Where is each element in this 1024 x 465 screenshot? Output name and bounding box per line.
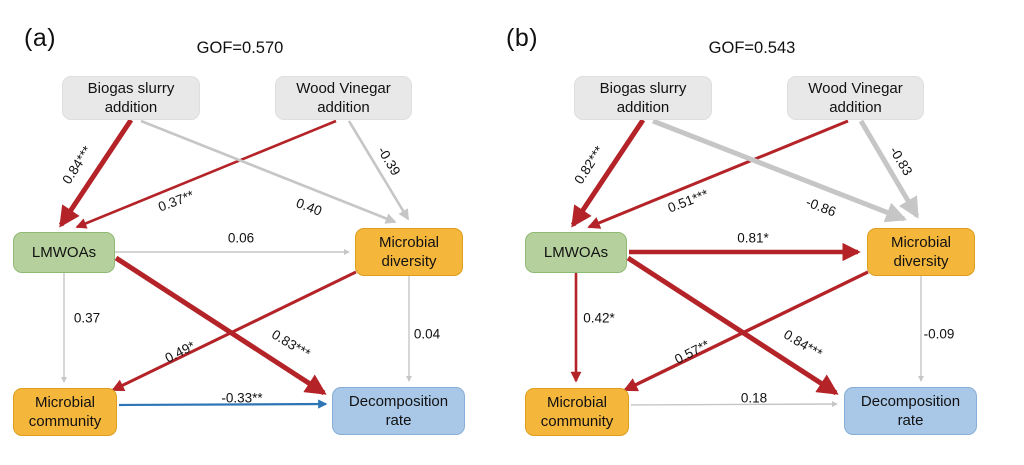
panel-a-gof-value: GOF=0.570 xyxy=(196,39,284,57)
arrow-wood-vinegar-to-diversity xyxy=(347,120,410,221)
panel-b-letter: (b) xyxy=(506,24,539,52)
arrow-biogas-to-diversity xyxy=(140,119,397,224)
arrow-community-to-decomposition xyxy=(630,401,838,407)
node-lmwoas: LMWOAs xyxy=(13,232,115,273)
panel-b-gof-value: GOF=0.543 xyxy=(708,39,796,57)
arrow-community-to-decomposition xyxy=(118,399,328,409)
arrow-biogas-to-lmwoas xyxy=(570,118,646,228)
edge-coefficient-community-to-decomposition: 0.18 xyxy=(740,390,768,406)
panel-a: (a) GOF=0.570 xyxy=(0,0,500,465)
edge-coefficient-lmwoas-to-diversity: 0.81* xyxy=(737,230,769,246)
arrow-lmwoas-to-decomposition xyxy=(114,255,327,396)
panel-b: (b) GOF=0.543 Biogas slurry addition xyxy=(506,0,1012,465)
edge-coefficient-diversity-to-decomposition: 0.04 xyxy=(413,326,441,342)
node-decomposition-rate: Decomposition rate xyxy=(332,387,465,435)
arrow-biogas-to-lmwoas xyxy=(58,118,134,228)
node-microbial-community: Microbial community xyxy=(13,388,117,436)
node-biogas-slurry-addition: Biogas slurry addition xyxy=(574,76,712,120)
node-microbial-diversity: Microbial diversity xyxy=(355,228,463,276)
node-wood-vinegar-addition: Wood Vinegar addition xyxy=(787,76,924,120)
edge-coefficient-lmwoas-to-diversity: 0.06 xyxy=(227,230,255,246)
panel-a-letter: (a) xyxy=(24,24,57,52)
arrow-diversity-to-community xyxy=(623,270,869,392)
node-decomposition-rate: Decomposition rate xyxy=(844,387,977,435)
edge-coefficient-lmwoas-to-community: 0.37 xyxy=(73,310,101,326)
panel-a-arrows xyxy=(58,118,412,409)
arrow-wood-vinegar-to-lmwoas xyxy=(587,119,849,229)
arrow-lmwoas-to-decomposition xyxy=(626,255,839,396)
arrow-wood-vinegar-to-diversity xyxy=(858,119,920,219)
arrow-wood-vinegar-to-lmwoas xyxy=(75,119,337,229)
node-wood-vinegar-addition: Wood Vinegar addition xyxy=(275,76,412,120)
arrow-diversity-to-community xyxy=(111,270,357,392)
edge-coefficient-lmwoas-to-community: 0.42* xyxy=(583,310,615,326)
arrow-biogas-to-diversity xyxy=(652,118,907,223)
edge-coefficient-community-to-decomposition: -0.33** xyxy=(221,390,263,406)
node-microbial-diversity: Microbial diversity xyxy=(867,228,975,276)
node-biogas-slurry-addition: Biogas slurry addition xyxy=(62,76,200,120)
node-lmwoas: LMWOAs xyxy=(525,232,627,273)
node-microbial-community: Microbial community xyxy=(525,388,629,436)
edge-coefficient-diversity-to-decomposition: -0.09 xyxy=(923,326,955,342)
panel-b-arrows xyxy=(570,118,924,407)
